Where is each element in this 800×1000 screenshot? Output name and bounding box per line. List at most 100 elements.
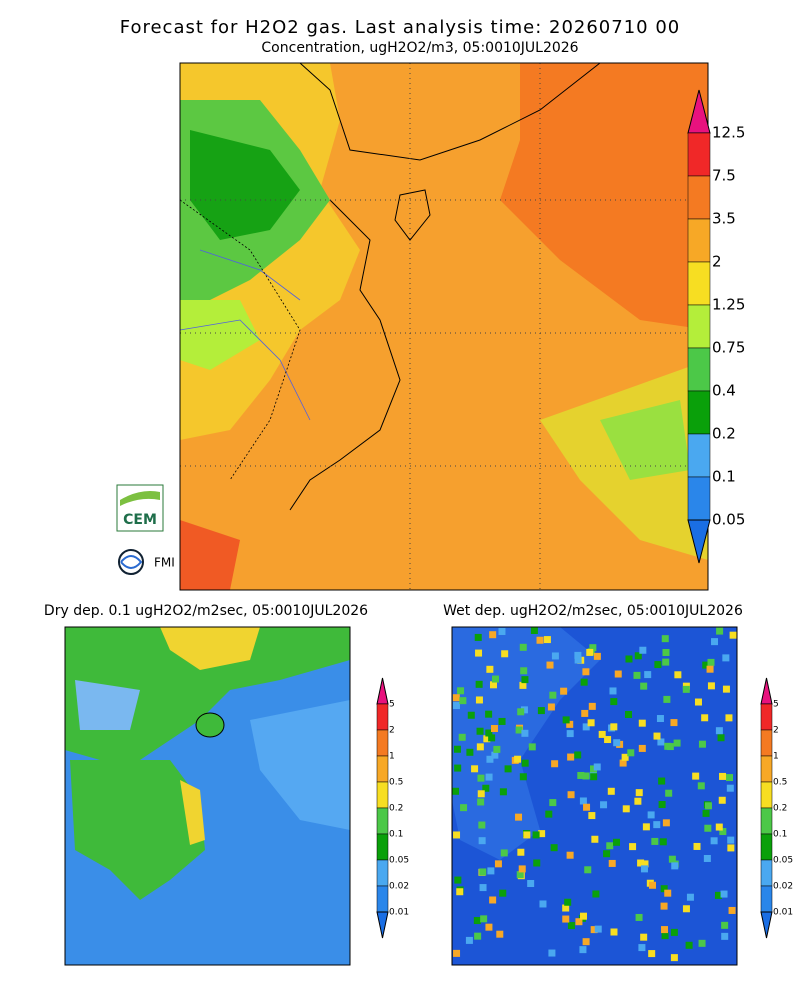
map-cell xyxy=(640,865,648,873)
map-cell xyxy=(520,706,528,714)
map-cell xyxy=(670,719,678,727)
colorbar-arrow xyxy=(376,677,389,705)
colorbar-arrow xyxy=(760,677,773,705)
map-cell xyxy=(474,633,482,641)
colorbar-label: 0.05 xyxy=(389,856,409,866)
map-cell xyxy=(640,682,648,690)
map-cell xyxy=(515,813,523,821)
map-cell xyxy=(659,838,667,846)
map-cell xyxy=(485,923,493,931)
map-cell xyxy=(477,798,485,806)
map-cell xyxy=(638,719,646,727)
map-cell xyxy=(726,774,734,782)
map-cell xyxy=(483,735,491,743)
map-cell xyxy=(583,803,591,811)
map-cell xyxy=(728,906,736,914)
map-cell xyxy=(521,759,529,767)
map-cell xyxy=(486,665,494,673)
map-cell xyxy=(584,866,592,874)
map-cell xyxy=(504,765,512,773)
map-cell xyxy=(644,671,652,679)
map-cell xyxy=(498,627,506,635)
colorbar-segment xyxy=(376,703,389,731)
rivers xyxy=(179,249,311,421)
map-cell xyxy=(580,912,588,920)
map-cell xyxy=(478,821,486,829)
map-cell xyxy=(614,670,622,678)
map-cell xyxy=(459,697,467,705)
colorbar-segment xyxy=(687,218,711,263)
map-cell xyxy=(727,844,735,852)
map-cell xyxy=(661,635,669,643)
map-cell xyxy=(458,733,466,741)
map-cell xyxy=(608,859,616,867)
map-cell xyxy=(456,888,464,896)
map-cell xyxy=(476,727,484,735)
colorbar-label: 0.5 xyxy=(773,778,787,788)
colorbar-label: 0.4 xyxy=(712,382,736,400)
map-cell xyxy=(518,865,526,873)
map-cell xyxy=(490,725,498,733)
map-cell xyxy=(612,838,620,846)
map-cell xyxy=(519,773,527,781)
colorbar-segment xyxy=(687,132,711,177)
map-cell xyxy=(476,743,484,751)
map-cell xyxy=(622,805,630,813)
map-cell xyxy=(567,753,575,761)
colorbar-segment xyxy=(376,807,389,835)
map-cell xyxy=(480,915,488,923)
map-cell xyxy=(454,876,462,884)
map-cell xyxy=(671,862,679,870)
map-cell xyxy=(590,926,598,934)
map-cell xyxy=(627,749,635,757)
map-cell xyxy=(638,944,646,952)
map-cell xyxy=(727,836,735,844)
map-field xyxy=(75,680,140,730)
map-cell xyxy=(491,751,499,759)
map-cell xyxy=(566,720,574,728)
map-cell xyxy=(657,738,665,746)
map-cell xyxy=(562,716,570,724)
map-cell xyxy=(460,804,468,812)
map-cell xyxy=(637,859,645,867)
map-cell xyxy=(714,891,722,899)
map-cell xyxy=(607,787,615,795)
logo-text: CEM xyxy=(123,512,157,528)
map-cell xyxy=(685,941,693,949)
logo-text: FMI xyxy=(154,556,175,570)
map-cell xyxy=(719,828,727,836)
map-cell xyxy=(653,732,661,740)
map-cell xyxy=(519,681,527,689)
logo-wave xyxy=(120,555,143,569)
map-cell xyxy=(704,824,712,832)
colorbar-segment xyxy=(687,304,711,349)
map-cell xyxy=(726,784,734,792)
map-field xyxy=(180,300,260,370)
colorbar-arrow xyxy=(760,911,773,939)
map-cell xyxy=(591,835,599,843)
map-cell xyxy=(562,915,570,923)
logo-swoosh xyxy=(120,491,160,506)
map-cell xyxy=(457,687,465,695)
map-cell xyxy=(548,949,556,957)
colorbar-label: 12.5 xyxy=(712,124,745,142)
island xyxy=(394,189,431,241)
colorbar-label: 0.02 xyxy=(773,882,793,892)
map-frame xyxy=(64,626,351,966)
map-cell xyxy=(619,759,627,767)
map-cell xyxy=(581,709,589,717)
map-cell xyxy=(500,849,508,857)
map-cell xyxy=(668,855,676,863)
map-cell xyxy=(539,900,547,908)
map-cell xyxy=(528,743,536,751)
map-cell xyxy=(582,723,590,731)
map-cell xyxy=(566,851,574,859)
map-cell xyxy=(579,946,587,954)
map-cell xyxy=(489,896,497,904)
colorbar-segment xyxy=(760,781,773,809)
map-cell xyxy=(635,913,643,921)
map-cell xyxy=(629,843,637,851)
colorbar-arrow xyxy=(687,519,711,564)
map-cell xyxy=(634,797,642,805)
map-cell xyxy=(641,860,649,868)
